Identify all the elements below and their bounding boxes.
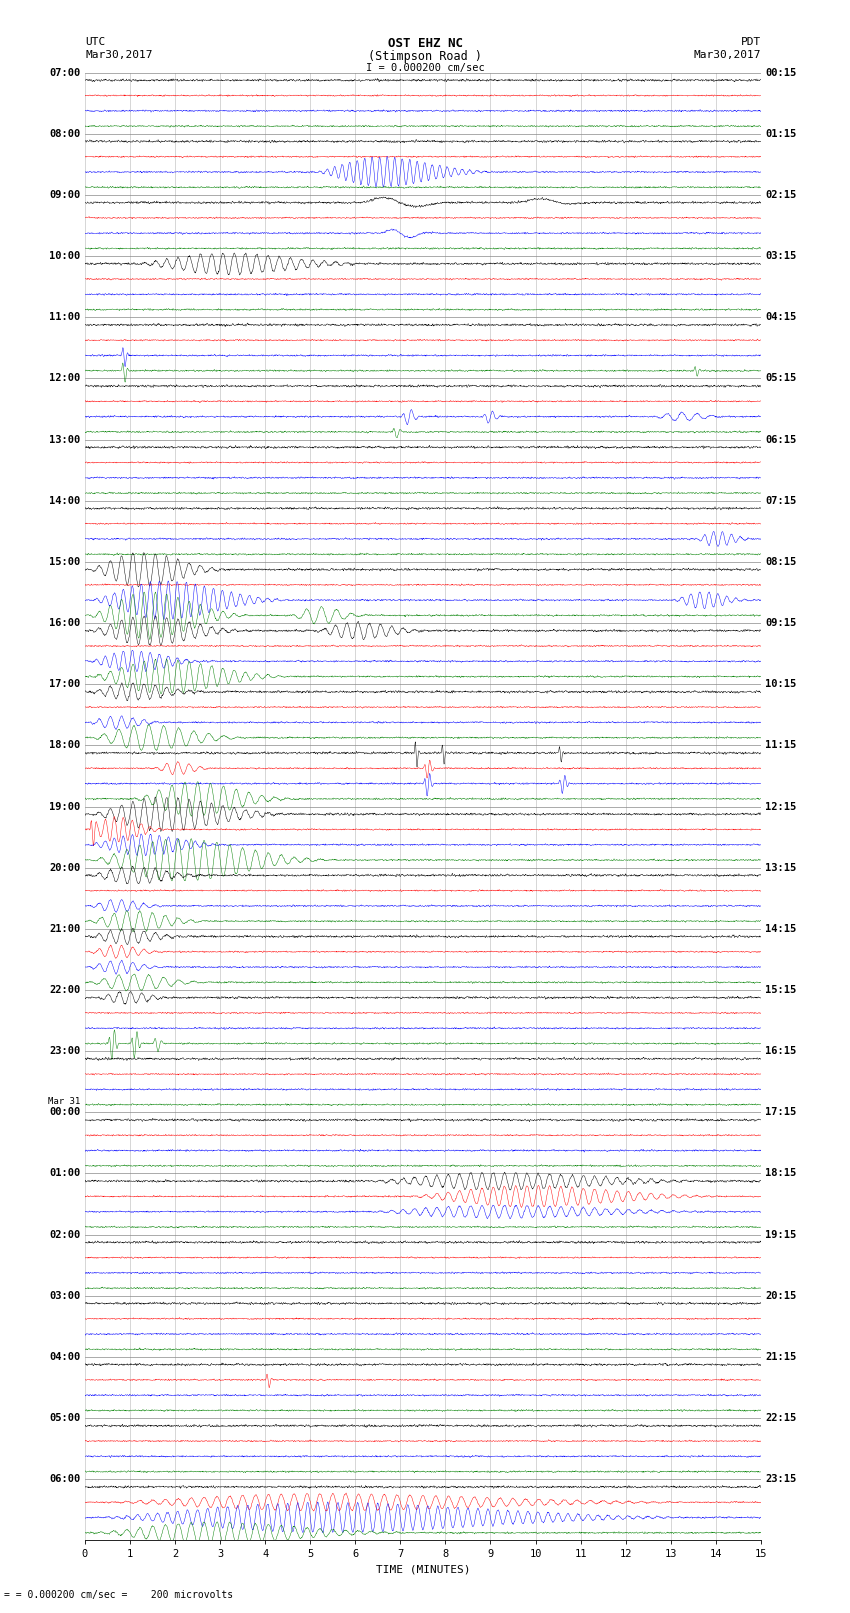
Text: Mar30,2017: Mar30,2017	[85, 50, 152, 60]
Text: UTC: UTC	[85, 37, 105, 47]
Text: 05:15: 05:15	[765, 373, 796, 384]
Text: 10:15: 10:15	[765, 679, 796, 689]
Text: Mar 31: Mar 31	[48, 1097, 81, 1105]
Text: 22:15: 22:15	[765, 1413, 796, 1423]
Text: 17:15: 17:15	[765, 1107, 796, 1118]
Text: 07:15: 07:15	[765, 495, 796, 506]
Text: 22:00: 22:00	[49, 986, 81, 995]
Text: 02:00: 02:00	[49, 1229, 81, 1240]
Text: 15:00: 15:00	[49, 556, 81, 566]
Text: 00:00: 00:00	[49, 1107, 81, 1118]
Text: 23:00: 23:00	[49, 1047, 81, 1057]
Text: 12:15: 12:15	[765, 802, 796, 811]
Text: 03:00: 03:00	[49, 1290, 81, 1300]
Text: 02:15: 02:15	[765, 190, 796, 200]
Text: Mar30,2017: Mar30,2017	[694, 50, 761, 60]
Text: 12:00: 12:00	[49, 373, 81, 384]
Text: = = 0.000200 cm/sec =    200 microvolts: = = 0.000200 cm/sec = 200 microvolts	[4, 1590, 234, 1600]
Text: 15:15: 15:15	[765, 986, 796, 995]
Text: 11:15: 11:15	[765, 740, 796, 750]
Text: 04:15: 04:15	[765, 313, 796, 323]
Text: 20:00: 20:00	[49, 863, 81, 873]
Text: OST EHZ NC: OST EHZ NC	[388, 37, 462, 50]
Text: 01:00: 01:00	[49, 1168, 81, 1179]
Text: 08:00: 08:00	[49, 129, 81, 139]
Text: 17:00: 17:00	[49, 679, 81, 689]
Text: 18:15: 18:15	[765, 1168, 796, 1179]
Text: 01:15: 01:15	[765, 129, 796, 139]
Text: 00:15: 00:15	[765, 68, 796, 77]
Text: 19:00: 19:00	[49, 802, 81, 811]
Text: PDT: PDT	[740, 37, 761, 47]
Text: 20:15: 20:15	[765, 1290, 796, 1300]
Text: 19:15: 19:15	[765, 1229, 796, 1240]
Text: 13:00: 13:00	[49, 434, 81, 445]
Text: 18:00: 18:00	[49, 740, 81, 750]
Text: 14:00: 14:00	[49, 495, 81, 506]
Text: 03:15: 03:15	[765, 252, 796, 261]
Text: 09:00: 09:00	[49, 190, 81, 200]
Text: 16:00: 16:00	[49, 618, 81, 627]
Text: 04:00: 04:00	[49, 1352, 81, 1361]
Text: 21:00: 21:00	[49, 924, 81, 934]
Text: 14:15: 14:15	[765, 924, 796, 934]
Text: 06:00: 06:00	[49, 1474, 81, 1484]
Text: 11:00: 11:00	[49, 313, 81, 323]
Text: 09:15: 09:15	[765, 618, 796, 627]
Text: 08:15: 08:15	[765, 556, 796, 566]
Text: 21:15: 21:15	[765, 1352, 796, 1361]
Text: 05:00: 05:00	[49, 1413, 81, 1423]
Text: 06:15: 06:15	[765, 434, 796, 445]
Text: (Stimpson Road ): (Stimpson Road )	[368, 50, 482, 63]
Text: I = 0.000200 cm/sec: I = 0.000200 cm/sec	[366, 63, 484, 73]
Text: 10:00: 10:00	[49, 252, 81, 261]
Text: 07:00: 07:00	[49, 68, 81, 77]
Text: 13:15: 13:15	[765, 863, 796, 873]
X-axis label: TIME (MINUTES): TIME (MINUTES)	[376, 1565, 470, 1574]
Text: 23:15: 23:15	[765, 1474, 796, 1484]
Text: 16:15: 16:15	[765, 1047, 796, 1057]
